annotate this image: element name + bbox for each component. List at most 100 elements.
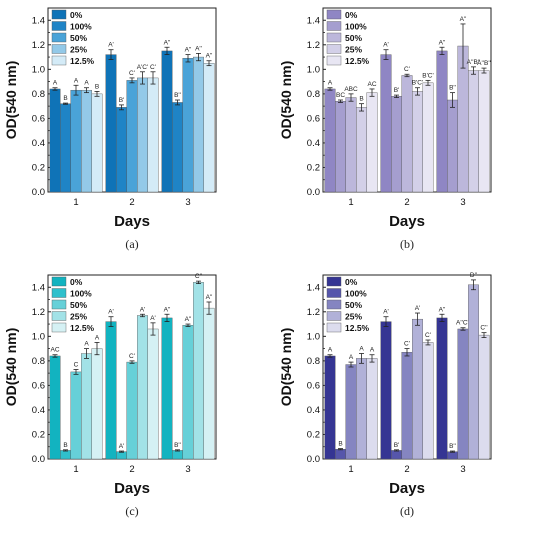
- legend-swatch: [51, 299, 67, 310]
- y-tick-label: 1.4: [307, 282, 320, 293]
- panel-caption: (a): [125, 237, 138, 251]
- significance-label: A': [108, 42, 114, 49]
- y-tick-label: 0.8: [307, 356, 320, 367]
- y-tick-label: 1.0: [307, 331, 320, 342]
- bar: [147, 77, 159, 193]
- panel-caption: (b): [400, 237, 414, 251]
- legend-label: 0%: [70, 277, 83, 287]
- y-tick-label: 0.8: [32, 89, 45, 100]
- bar: [49, 355, 61, 460]
- y-tick-label: 1.0: [307, 64, 320, 75]
- bar: [447, 99, 458, 193]
- y-tick-label: 0.0: [32, 454, 45, 465]
- x-axis-label: Days: [389, 480, 425, 497]
- significance-label: C': [404, 66, 410, 73]
- x-tick-label: 3: [460, 464, 465, 475]
- legend-swatch: [326, 299, 342, 310]
- bar: [335, 448, 346, 460]
- significance-label: A''B'': [477, 60, 491, 67]
- y-tick-label: 1.4: [32, 15, 45, 26]
- legend-label: 100%: [70, 22, 92, 32]
- significance-label: A: [370, 347, 375, 354]
- legend-label: 0%: [70, 10, 83, 20]
- significance-label: A': [119, 443, 125, 450]
- legend-swatch: [51, 44, 67, 54]
- y-tick-label: 0.2: [32, 162, 45, 173]
- y-tick-label: 1.2: [307, 307, 320, 318]
- legend-swatch: [326, 55, 342, 66]
- bar: [105, 54, 117, 193]
- significance-label: A'': [460, 16, 467, 23]
- significance-label: A''B'': [467, 59, 481, 66]
- significance-label: AC: [367, 81, 376, 88]
- bar: [412, 91, 423, 193]
- legend-swatch: [51, 32, 67, 43]
- significance-label: C': [129, 70, 135, 77]
- x-axis-label: Days: [389, 213, 425, 230]
- legend-label: 25%: [345, 312, 362, 322]
- significance-label: A: [53, 80, 58, 87]
- significance-label: A': [150, 315, 156, 322]
- bar: [422, 82, 434, 193]
- legend-label: 12.5%: [70, 56, 95, 66]
- y-tick-label: 0.4: [307, 405, 320, 416]
- significance-label: A: [328, 347, 333, 354]
- legend-swatch: [326, 32, 342, 43]
- bar: [380, 321, 392, 460]
- bar: [391, 96, 402, 193]
- bar: [366, 358, 378, 460]
- bar: [116, 107, 127, 193]
- bar: [172, 102, 183, 193]
- significance-label: C': [150, 64, 156, 71]
- bar: [172, 450, 183, 460]
- bar: [70, 371, 82, 460]
- legend-label: 100%: [345, 22, 367, 32]
- chart-panel-b: 0.00.20.40.60.81.01.21.4OD(540 nm)1ABCAB…: [278, 7, 492, 251]
- y-tick-label: 0.6: [32, 113, 45, 124]
- legend-label: 12.5%: [345, 323, 370, 333]
- y-tick-label: 0.4: [32, 138, 45, 149]
- significance-label: B'': [174, 92, 181, 99]
- legend-label: 50%: [70, 300, 87, 310]
- significance-label: B: [338, 441, 342, 448]
- y-tick-label: 0.2: [307, 429, 320, 440]
- significance-label: A'': [439, 306, 446, 313]
- y-tick-label: 0.0: [307, 454, 320, 465]
- significance-label: A': [415, 305, 421, 312]
- bar: [345, 97, 357, 193]
- significance-label: C': [425, 332, 431, 339]
- significance-label: A'': [164, 39, 171, 46]
- x-tick-label: 3: [185, 464, 190, 475]
- significance-label: C'': [480, 325, 487, 332]
- bar: [81, 89, 92, 193]
- significance-label: A': [383, 42, 389, 49]
- bar: [60, 103, 71, 193]
- significance-label: A: [328, 80, 333, 87]
- significance-label: BC: [336, 92, 345, 99]
- significance-label: A: [359, 346, 364, 353]
- y-tick-label: 1.4: [32, 282, 45, 293]
- bar: [457, 328, 469, 460]
- legend-swatch: [326, 322, 342, 333]
- x-tick-label: 1: [348, 197, 353, 208]
- legend-label: 12.5%: [345, 56, 370, 66]
- bar: [161, 50, 173, 193]
- legend-swatch: [326, 44, 342, 54]
- significance-label: C': [404, 341, 410, 348]
- x-tick-label: 3: [460, 197, 465, 208]
- legend-swatch: [51, 21, 67, 31]
- y-axis-label: OD(540 nm): [3, 61, 19, 140]
- bar: [203, 63, 215, 193]
- legend-label: 50%: [345, 300, 362, 310]
- y-tick-label: 1.2: [32, 307, 45, 318]
- significance-label: C: [74, 361, 79, 368]
- y-tick-label: 1.0: [32, 64, 45, 75]
- legend-swatch: [51, 55, 67, 66]
- x-tick-label: 1: [348, 464, 353, 475]
- y-tick-label: 0.0: [307, 187, 320, 198]
- significance-label: A'': [206, 294, 213, 301]
- significance-label: A'C': [137, 64, 149, 71]
- bar: [401, 75, 413, 193]
